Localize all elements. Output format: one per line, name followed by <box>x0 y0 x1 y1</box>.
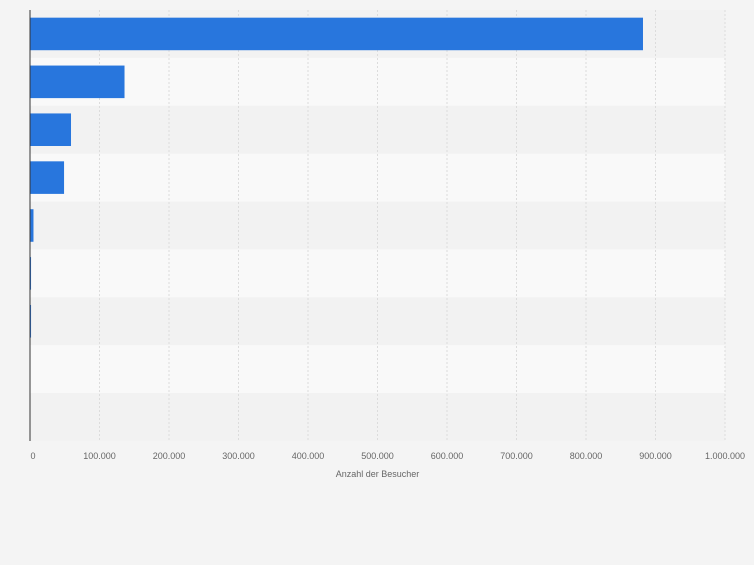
row-band-5 <box>30 201 725 250</box>
x-axis-title: Anzahl der Besucher <box>336 469 420 479</box>
x-tick-label-7: 700.000 <box>500 451 533 461</box>
bar-1[interactable] <box>30 17 643 51</box>
row-band-3 <box>30 105 725 154</box>
bar-3[interactable] <box>30 113 72 147</box>
x-tick-label-5: 500.000 <box>361 451 394 461</box>
x-tick-label-6: 600.000 <box>431 451 464 461</box>
row-band-4 <box>30 153 725 202</box>
x-tick-label-0: 0 <box>30 451 35 461</box>
row-band-7 <box>30 297 725 346</box>
bar-7[interactable] <box>30 304 32 338</box>
row-band-6 <box>30 249 725 298</box>
bar-6[interactable] <box>30 257 32 290</box>
x-tick-label-9: 900.000 <box>639 451 672 461</box>
x-tick-label-2: 200.000 <box>153 451 186 461</box>
bars <box>30 17 643 338</box>
x-tick-label-3: 300.000 <box>222 451 255 461</box>
x-tick-label-4: 400.000 <box>292 451 325 461</box>
row-band-2 <box>30 57 725 106</box>
row-band-9 <box>30 393 725 441</box>
row-band-8 <box>30 345 725 394</box>
x-tick-labels: 0 100.000 200.000 300.000 400.000 500.000 600.… <box>30 451 745 461</box>
bar-5[interactable] <box>30 209 34 242</box>
x-tick-label-10: 1.000.000 <box>705 451 745 461</box>
bar-4[interactable] <box>30 161 65 194</box>
x-tick-label-1: 100.000 <box>83 451 116 461</box>
row-bands <box>30 10 725 441</box>
x-tick-label-8: 800.000 <box>570 451 603 461</box>
bar-2[interactable] <box>30 65 125 99</box>
